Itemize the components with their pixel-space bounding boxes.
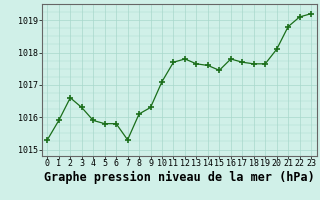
X-axis label: Graphe pression niveau de la mer (hPa): Graphe pression niveau de la mer (hPa) <box>44 171 315 184</box>
